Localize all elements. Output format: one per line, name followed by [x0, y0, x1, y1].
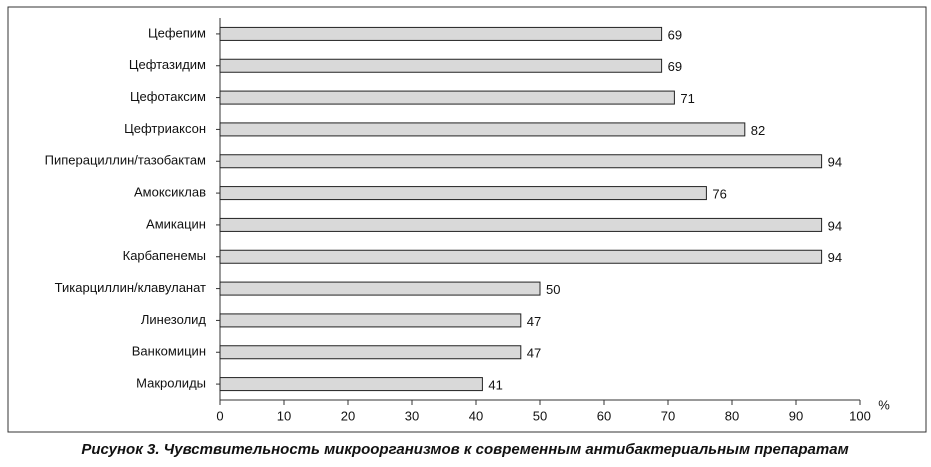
bar [219, 90, 675, 105]
x-tick-label: 100 [849, 408, 871, 423]
y-tick-label: Тикарциллин/клавуланат [55, 280, 206, 295]
x-axis-label: % [878, 397, 890, 412]
y-tick-label: Макролиды [136, 376, 206, 391]
bar [219, 154, 823, 169]
value-label: 82 [751, 123, 765, 138]
bar [219, 122, 746, 137]
y-tick-label: Амикацин [146, 216, 206, 231]
bar [219, 186, 707, 201]
bar [219, 249, 823, 264]
x-tick-label: 30 [405, 408, 419, 423]
x-tick-label: 50 [533, 408, 547, 423]
x-tick-label: 40 [469, 408, 483, 423]
y-tick-label: Цефтазидим [129, 57, 206, 72]
y-tick-label: Амоксиклав [134, 185, 206, 200]
value-label: 94 [828, 155, 842, 170]
x-tick-label: 60 [597, 408, 611, 423]
value-label: 69 [668, 59, 682, 74]
y-tick-label: Цефотаксим [130, 89, 206, 104]
value-label: 71 [680, 91, 694, 106]
x-tick-label: 70 [661, 408, 675, 423]
value-label: 47 [527, 346, 541, 361]
bar [219, 313, 522, 328]
bar [219, 345, 522, 360]
bar [219, 377, 483, 392]
y-tick-label: Цефепим [148, 25, 206, 40]
bar [219, 281, 541, 296]
value-label: 69 [668, 27, 682, 42]
y-tick-label: Пиперациллин/тазобактам [45, 153, 206, 168]
x-tick-label: 90 [789, 408, 803, 423]
value-label: 50 [546, 282, 560, 297]
frame [7, 6, 927, 433]
bar [219, 26, 663, 41]
y-tick-label: Линезолид [141, 312, 207, 327]
y-tick-label: Цефтриаксон [124, 121, 206, 136]
x-tick-label: 10 [277, 408, 291, 423]
x-tick-label: 0 [216, 408, 223, 423]
bar [219, 58, 663, 73]
chart-title: Рисунок 3. Чувствительность микроорганиз… [81, 441, 848, 458]
value-label: 94 [828, 218, 842, 233]
x-tick-label: 20 [341, 408, 355, 423]
value-label: 47 [527, 314, 541, 329]
y-tick-label: Карбапенемы [123, 248, 206, 263]
value-label: 76 [712, 187, 726, 202]
value-label: 41 [488, 378, 502, 393]
x-tick-label: 80 [725, 408, 739, 423]
value-label: 94 [828, 250, 842, 265]
y-tick-label: Ванкомицин [132, 344, 206, 359]
bar [219, 217, 823, 232]
